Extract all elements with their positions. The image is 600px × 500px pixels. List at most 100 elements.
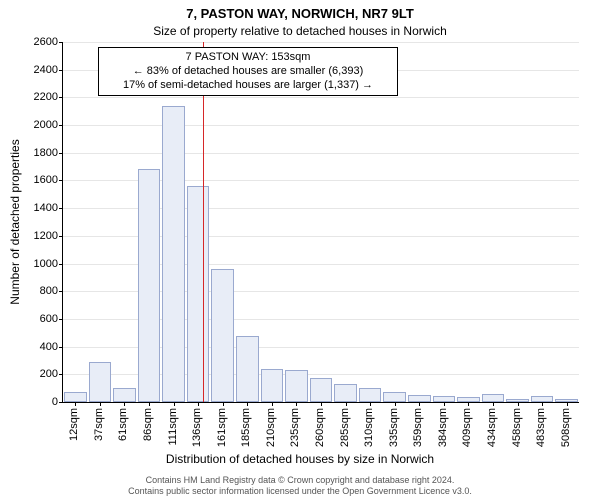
xtick-label: 335sqm [388,408,400,447]
bar [113,388,136,402]
xtick-mark [174,402,175,406]
xtick-label: 285sqm [339,408,351,447]
annotation-line: 7 PASTON WAY: 153sqm [105,51,391,65]
ytick-mark [59,374,63,375]
gridline [63,42,579,43]
xtick-label: 185sqm [240,408,252,447]
bar [310,378,333,402]
ytick-label: 2600 [18,36,58,48]
xtick-label: 37sqm [93,408,105,441]
xtick-label: 111sqm [167,408,179,446]
xtick-label: 483sqm [535,408,547,447]
xtick-mark [346,402,347,406]
xtick-mark [247,402,248,406]
xtick-mark [493,402,494,406]
xtick-mark [468,402,469,406]
bar [261,369,284,402]
xtick-label: 310sqm [363,408,375,447]
gridline [63,97,579,98]
xtick-label: 210sqm [265,408,277,447]
footer-line-1: Contains HM Land Registry data © Crown c… [146,475,455,485]
xtick-mark [75,402,76,406]
xtick-mark [124,402,125,406]
ytick-mark [59,347,63,348]
gridline [63,125,579,126]
x-axis-label: Distribution of detached houses by size … [0,452,600,466]
chart-title-sub: Size of property relative to detached ho… [0,24,600,38]
bar [236,336,259,402]
xtick-label: 136sqm [191,408,203,447]
xtick-mark [149,402,150,406]
annotation-box: 7 PASTON WAY: 153sqm← 83% of detached ho… [98,47,398,96]
xtick-mark [100,402,101,406]
ytick-label: 200 [18,368,58,380]
bar [211,269,234,402]
bar [89,362,112,402]
chart-title-main: 7, PASTON WAY, NORWICH, NR7 9LT [0,6,600,21]
xtick-mark [419,402,420,406]
ytick-mark [59,402,63,403]
bar [162,106,185,402]
bar [359,388,382,402]
xtick-label: 384sqm [437,408,449,447]
ytick-label: 1000 [18,258,58,270]
ytick-mark [59,180,63,181]
ytick-mark [59,42,63,43]
bar [408,395,431,402]
xtick-label: 508sqm [560,408,572,447]
xtick-label: 86sqm [142,408,154,441]
annotation-line: ← 83% of detached houses are smaller (6,… [105,65,391,79]
ytick-mark [59,264,63,265]
ytick-label: 2000 [18,119,58,131]
footer-line-2: Contains public sector information licen… [128,486,472,496]
xtick-label: 235sqm [289,408,301,447]
ytick-mark [59,236,63,237]
xtick-label: 409sqm [461,408,473,447]
ytick-label: 2200 [18,91,58,103]
ytick-mark [59,125,63,126]
bar [482,394,505,402]
ytick-label: 1400 [18,202,58,214]
ytick-mark [59,70,63,71]
ytick-label: 400 [18,341,58,353]
ytick-mark [59,291,63,292]
ytick-label: 0 [18,396,58,408]
xtick-mark [370,402,371,406]
bar [334,384,357,402]
ytick-mark [59,97,63,98]
xtick-mark [567,402,568,406]
annotation-line: 17% of semi-detached houses are larger (… [105,79,391,93]
xtick-mark [296,402,297,406]
bar [64,392,87,402]
gridline [63,153,579,154]
bar [187,186,210,402]
bar [383,392,406,402]
chart-container: 7, PASTON WAY, NORWICH, NR7 9LT Size of … [0,0,600,500]
ytick-label: 1200 [18,230,58,242]
xtick-label: 359sqm [412,408,424,447]
bar [285,370,308,402]
ytick-mark [59,319,63,320]
ytick-label: 1600 [18,174,58,186]
footer-attribution: Contains HM Land Registry data © Crown c… [0,475,600,496]
xtick-mark [272,402,273,406]
bar [138,169,161,402]
ytick-label: 800 [18,285,58,297]
xtick-label: 260sqm [314,408,326,447]
xtick-mark [198,402,199,406]
xtick-label: 61sqm [117,408,129,441]
ytick-label: 1800 [18,147,58,159]
ytick-label: 600 [18,313,58,325]
xtick-mark [444,402,445,406]
ytick-label: 2400 [18,64,58,76]
xtick-mark [542,402,543,406]
xtick-mark [518,402,519,406]
xtick-label: 161sqm [216,408,228,447]
xtick-mark [321,402,322,406]
xtick-label: 12sqm [68,408,80,441]
xtick-label: 458sqm [511,408,523,447]
ytick-mark [59,153,63,154]
xtick-label: 434sqm [486,408,498,447]
ytick-mark [59,208,63,209]
xtick-mark [223,402,224,406]
